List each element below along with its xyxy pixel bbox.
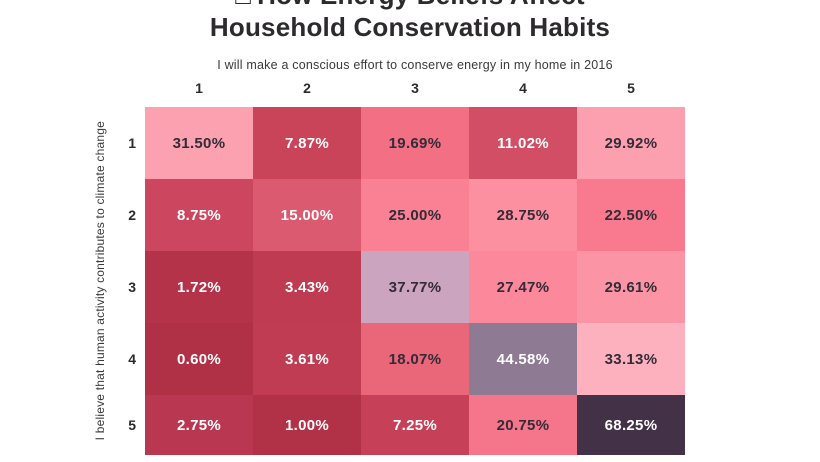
cell-value-label: 29.61% — [604, 278, 658, 296]
cell-value-label: 31.50% — [172, 134, 226, 152]
chart-title: □ How Energy Beliefs Affect Household Con… — [0, 0, 820, 43]
cell-value-label: 37.77% — [388, 278, 442, 296]
heatmap-cell-r3-c5: 29.61% — [577, 251, 685, 323]
cell-value-label: 15.00% — [280, 206, 334, 224]
y-tick-3: 3 — [128, 279, 136, 295]
heatmap-cell-r3-c3: 37.77% — [361, 251, 469, 323]
heatmap-cell-r3-c1: 1.72% — [145, 251, 253, 323]
x-axis-ticks: 1 2 3 4 5 — [145, 80, 685, 96]
heatmap-cell-r2-c2: 15.00% — [253, 179, 361, 251]
cell-value-label: 27.47% — [496, 278, 550, 296]
heatmap-cell-r4-c2: 3.61% — [253, 323, 361, 395]
cell-value-label: 44.58% — [496, 350, 550, 368]
heatmap-cell-r1-c5: 29.92% — [577, 107, 685, 179]
cell-value-label: 25.00% — [388, 206, 442, 224]
heatmap-cell-r5-c2: 1.00% — [253, 395, 361, 455]
cell-value-label: 8.75% — [176, 206, 222, 224]
cell-value-label: 3.61% — [284, 350, 330, 368]
heatmap-cell-r4-c3: 18.07% — [361, 323, 469, 395]
cell-value-label: 1.72% — [176, 278, 222, 296]
cell-value-label: 7.87% — [284, 134, 330, 152]
cell-value-label: 33.13% — [604, 350, 658, 368]
chart-title-line2: Household Conservation Habits — [209, 12, 611, 42]
heatmap-cell-r3-c4: 27.47% — [469, 251, 577, 323]
cell-value-label: 68.25% — [604, 416, 658, 434]
chart-title-line1: □ How Energy Beliefs Affect — [0, 0, 820, 11]
heatmap-cell-r2-c3: 25.00% — [361, 179, 469, 251]
heatmap-grid: 31.50% 7.87% 19.69% 11.02% 29.92% 8.75% 15.00%… — [145, 107, 685, 455]
heatmap-cell-r1-c4: 11.02% — [469, 107, 577, 179]
cell-value-label: 20.75% — [496, 416, 550, 434]
y-tick-5: 5 — [128, 417, 136, 433]
x-tick-1: 1 — [195, 80, 203, 96]
chart-title-line1-text: How Energy Beliefs Affect — [257, 0, 585, 10]
cell-value-label: 11.02% — [497, 134, 549, 152]
y-tick-4: 4 — [128, 351, 136, 367]
y-axis-ticks: 1 2 3 4 5 — [110, 107, 138, 455]
placeholder-glyph-icon: □ — [235, 0, 251, 11]
heatmap-cell-r3-c2: 3.43% — [253, 251, 361, 323]
cell-value-label: 1.00% — [284, 416, 330, 434]
heatmap-cell-r1-c2: 7.87% — [253, 107, 361, 179]
x-tick-4: 4 — [519, 80, 527, 96]
heatmap-cell-r5-c3: 7.25% — [361, 395, 469, 455]
heatmap-cell-r5-c1: 2.75% — [145, 395, 253, 455]
heatmap-cell-r5-c4: 20.75% — [469, 395, 577, 455]
cell-value-label: 0.60% — [176, 350, 222, 368]
heatmap-cell-r2-c1: 8.75% — [145, 179, 253, 251]
y-tick-1: 1 — [128, 135, 136, 151]
heatmap-cell-r4-c4: 44.58% — [469, 323, 577, 395]
cell-value-label: 7.25% — [392, 416, 438, 434]
cell-value-label: 18.07% — [388, 350, 442, 368]
cell-value-label: 2.75% — [176, 416, 222, 434]
heatmap-cell-r1-c1: 31.50% — [145, 107, 253, 179]
cell-value-label: 22.50% — [604, 206, 658, 224]
y-axis-title-text: I believe that human activity contribute… — [93, 121, 107, 441]
heatmap-cell-r5-c5: 68.25% — [577, 395, 685, 455]
x-tick-5: 5 — [627, 80, 635, 96]
cell-value-label: 28.75% — [496, 206, 550, 224]
heatmap-cell-r1-c3: 19.69% — [361, 107, 469, 179]
heatmap-cell-r2-c4: 28.75% — [469, 179, 577, 251]
cell-value-label: 3.43% — [284, 278, 330, 296]
cell-value-label: 19.69% — [388, 134, 442, 152]
heatmap-cell-r2-c5: 22.50% — [577, 179, 685, 251]
y-axis-title: I believe that human activity contribute… — [92, 107, 108, 455]
y-tick-2: 2 — [128, 207, 136, 223]
x-axis-title: I will make a conscious effort to conser… — [217, 58, 613, 72]
x-tick-2: 2 — [303, 80, 311, 96]
heatmap-cell-r4-c1: 0.60% — [145, 323, 253, 395]
x-tick-3: 3 — [411, 80, 419, 96]
cell-value-label: 29.92% — [604, 134, 658, 152]
heatmap-cell-r4-c5: 33.13% — [577, 323, 685, 395]
